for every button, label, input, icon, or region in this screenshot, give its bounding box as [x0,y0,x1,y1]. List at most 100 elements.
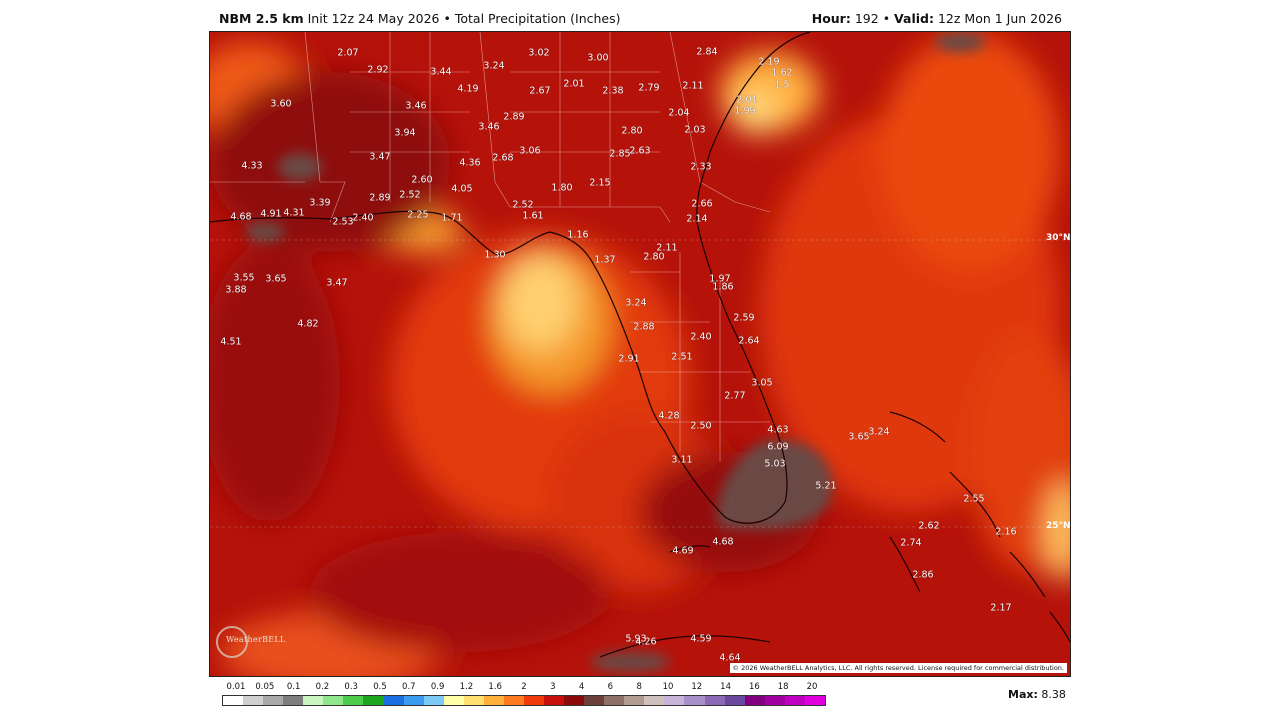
legend-color-cell [463,696,484,705]
precip-value-label: 2.68 [492,152,514,164]
legend-tick-label: 0.7 [402,682,416,692]
precip-value-label: 4.36 [459,157,481,169]
legend-color-cell [483,696,504,705]
weatherbell-logo: WeatherBELL [216,626,288,658]
precip-value-label: 3.05 [751,377,773,389]
precip-value-label: 2.52 [399,189,421,201]
legend-color-cell [724,696,745,705]
precip-value-label: 4.91 [260,208,282,220]
precip-value-label: 1.16 [567,229,589,241]
legend-color-cell [383,696,404,705]
precip-value-label: 2.50 [690,420,712,432]
legend-color-cell [303,696,324,705]
precip-value-label: 3.39 [309,197,331,209]
legend-color-cell [343,696,364,705]
precip-value-label: 1.80 [551,182,573,194]
precip-value-label: 2.64 [738,335,760,347]
legend-color-cell [664,696,685,705]
legend-color-cell [363,696,384,705]
logo-text: WeatherBELL [226,635,286,644]
legend-tick-label: 4 [578,682,585,692]
precip-value-label: 4.69 [672,545,694,557]
precip-value-label: 3.47 [369,151,391,163]
precip-value-label: 5.93 [625,633,647,645]
precip-value-label: 2.38 [602,85,624,97]
precip-value-label: 3.88 [225,284,247,296]
precip-value-label: 2.19 [758,56,780,68]
precip-value-label: 4.68 [230,211,252,223]
legend-tick-label: 0.5 [373,682,387,692]
precip-value-label: 2.40 [690,331,712,343]
precip-value-label: 2.60 [411,174,433,186]
precip-value-label: 6.09 [767,441,789,453]
precip-value-label: 3.47 [326,277,348,289]
precip-value-label: 3.24 [625,297,647,309]
precip-value-label: 3.94 [394,127,416,139]
precip-value-label: 4.26 [635,636,657,648]
valid-label: Valid: [894,11,934,26]
precip-value-label: 2.51 [671,351,693,363]
legend-color-cell [544,696,565,705]
legend-color-cell [223,696,244,705]
legend-tick-label: 6 [607,682,614,692]
precip-value-label: 2.67 [529,85,551,97]
precip-value-label: 3.46 [405,100,427,112]
latitude-label-30n: 30°N [1046,233,1071,243]
legend-color-cell [403,696,424,705]
legend-labels: 0.01 0.05 0.1 0.2 0.3 0.5 0.7 0.9 1.2 1.6 2 3 4 6 8 10 1… [222,682,826,694]
precip-value-label: 2.40 [352,212,374,224]
valid-time-header: Hour: 192 • Valid: 12z Mon 1 Jun 2026 [812,11,1062,26]
precip-value-label: 2.07 [337,47,359,59]
precip-value-label: 2.85 [609,148,631,160]
precip-value-label: 2.62 [918,520,940,532]
precip-value-label: 3.00 [587,52,609,64]
precip-value-label: 4.68 [712,536,734,548]
precip-value-label: 1.61 [522,210,544,222]
precip-value-label: 1.5 [774,79,790,91]
precip-value-label: 1.86 [712,281,734,293]
valid-time: 12z Mon 1 Jun 2026 [937,11,1062,26]
legend-tick-label: 0.9 [430,682,445,692]
product-name: Total Precipitation (Inches) [454,11,621,26]
legend-tick-label: 8 [636,682,642,692]
precip-value-label: 2.11 [682,80,704,92]
precip-value-label: 2.66 [691,198,713,210]
legend-color-cell [624,696,645,705]
precip-value-label: 4.19 [457,83,479,95]
legend-color-cell [423,696,444,705]
max-label: Max: [1008,688,1038,701]
hour-label: Hour: [811,11,851,26]
precip-value-label: 1.37 [594,254,616,266]
legend-color-cell [784,696,805,705]
legend-tick-label: 1.6 [488,682,502,692]
map-title: NBM 2.5 km Init 12z 24 May 2026 • Total … [219,11,621,26]
precip-value-label: 1.99 [734,105,756,117]
legend-color-cell [443,696,464,705]
precip-value-label: 2.86 [912,569,934,581]
precip-value-label: 2.77 [724,390,746,402]
logo-ring [216,626,248,658]
forecast-hour: 192 [854,11,879,26]
precip-value-label: 2.79 [638,82,660,94]
precip-value-label: 2.91 [618,353,640,365]
legend-color-cell [644,696,665,705]
precip-value-label: 4.05 [451,183,473,195]
model-name: NBM 2.5 km [219,11,304,26]
precip-value-label: 2.03 [684,124,706,136]
init-time: Init 12z 24 May 2026 [307,11,440,26]
precip-value-label: 2.92 [367,64,389,76]
legend-color-cell [584,696,605,705]
legend-tick-label: 12 [691,682,703,692]
precip-value-label: 2.74 [900,537,922,549]
map-canvas [210,32,1070,676]
precip-value-label: 5.21 [815,480,837,492]
legend-color-cell [263,696,284,705]
precip-value-label: 4.31 [283,207,305,219]
precip-value-label: 4.51 [220,336,242,348]
precipitation-map[interactable]: 30°N 25°N 2.07 2.92 3.44 3.24 3.02 3.00 2.84 2.… [209,31,1071,677]
precip-value-label: 2.59 [733,312,755,324]
precip-value-label: 4.28 [658,410,680,422]
precip-value-label: 3.11 [671,454,693,466]
precip-value-label: 2.01 [563,78,585,90]
precip-value-label: 4.59 [690,633,712,645]
